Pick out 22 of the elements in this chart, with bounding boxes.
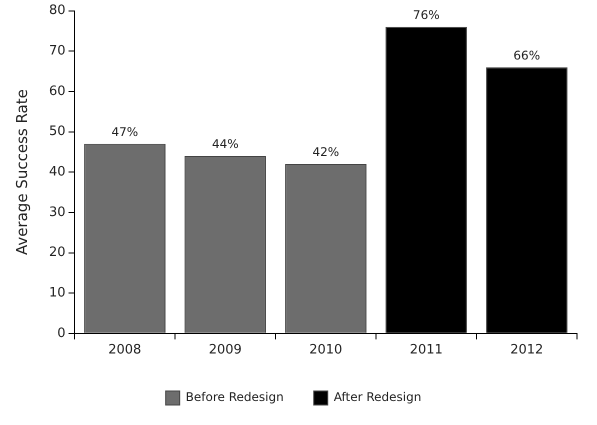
x-tick-label: 2010 [309, 342, 342, 358]
data-label: 42% [312, 145, 340, 160]
x-tick-label: 2008 [108, 342, 142, 358]
x-tick-label: 2012 [510, 342, 544, 358]
data-label: 76% [412, 8, 440, 22]
y-tick-label: 30 [48, 204, 66, 220]
y-tick-label: 20 [48, 245, 66, 260]
data-label: 44% [212, 137, 239, 152]
y-tick-label: 50 [48, 124, 66, 140]
x-tick-label: 2009 [208, 342, 242, 358]
legend-label: Before Redesign [186, 390, 284, 404]
x-tick-label: 2011 [410, 342, 443, 358]
y-tick-label: 10 [48, 285, 66, 300]
y-axis-title: Average Success Rate [12, 89, 31, 256]
y-tick-label: 60 [48, 84, 66, 99]
y-tick-label: 40 [48, 164, 66, 180]
legend-label: After Redesign [334, 390, 422, 404]
y-tick-label: 0 [57, 326, 66, 341]
data-label: 66% [513, 48, 540, 62]
y-tick-label: 80 [48, 3, 66, 18]
y-tick-label: 70 [48, 44, 66, 58]
data-label: 47% [111, 124, 138, 139]
